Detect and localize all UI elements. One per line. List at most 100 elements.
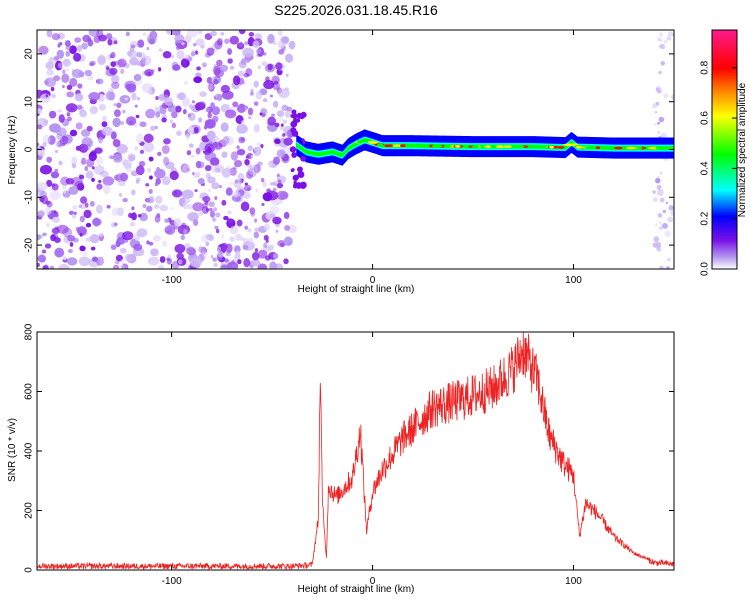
noise-blob <box>67 248 73 254</box>
noise-blob <box>658 116 665 123</box>
noise-blob <box>73 52 82 62</box>
noise-blob <box>272 100 279 108</box>
noise-blob <box>41 249 47 254</box>
noise-blob <box>272 252 279 260</box>
noise-blob <box>46 223 50 227</box>
spectrogram-y-tick-label: 10 <box>24 96 35 108</box>
noise-blob <box>283 211 290 220</box>
spectrogram-y-tick-label: 20 <box>24 48 35 60</box>
noise-blob <box>66 112 71 117</box>
noise-blob <box>102 176 115 186</box>
noise-blob <box>148 188 153 194</box>
noise-blob <box>171 111 178 119</box>
noise-blob <box>159 204 168 212</box>
noise-blob <box>89 106 98 115</box>
noise-blob <box>37 146 43 156</box>
noise-blob <box>657 175 660 178</box>
noise-blob <box>287 224 297 234</box>
noise-blob <box>192 202 204 212</box>
noise-blob <box>161 145 170 154</box>
noise-blob <box>81 42 88 50</box>
noise-blob <box>155 177 161 185</box>
noise-blob <box>53 210 57 214</box>
noise-blob <box>128 155 136 162</box>
noise-blob <box>49 123 61 133</box>
noise-blob <box>190 154 195 158</box>
noise-blob <box>260 177 265 183</box>
noise-blob <box>54 60 63 71</box>
noise-blob <box>198 211 204 216</box>
signal-halo <box>291 168 295 172</box>
noise-blob <box>155 96 159 101</box>
noise-blob <box>54 149 59 153</box>
noise-blob <box>84 144 91 151</box>
noise-blob <box>109 54 114 59</box>
signal-halo <box>291 152 298 158</box>
noise-blob <box>57 109 62 113</box>
noise-blob <box>90 150 97 157</box>
noise-blob <box>263 223 270 231</box>
noise-blob <box>82 34 91 43</box>
snr-x-tick-label: 100 <box>565 576 582 587</box>
noise-blob <box>120 264 125 269</box>
noise-blob <box>221 151 228 158</box>
noise-blob <box>107 38 113 46</box>
noise-blob <box>188 143 194 148</box>
noise-blob <box>135 165 145 176</box>
noise-blob <box>43 119 49 125</box>
noise-blob <box>196 66 201 71</box>
noise-blob <box>284 110 291 118</box>
noise-blob <box>244 182 248 186</box>
noise-blob <box>652 190 656 194</box>
snr-y-tick-label: 800 <box>24 323 35 340</box>
noise-blob <box>131 189 136 196</box>
noise-blob <box>150 125 156 131</box>
noise-blob <box>129 57 139 66</box>
noise-blob <box>135 114 140 119</box>
noise-blob <box>146 205 153 212</box>
noise-blob <box>98 103 106 111</box>
noise-blob <box>79 202 87 210</box>
noise-blob <box>86 125 93 132</box>
noise-blob <box>164 96 174 107</box>
noise-blob <box>658 44 664 49</box>
noise-blob <box>92 256 98 262</box>
noise-blob <box>232 190 241 198</box>
snr-y-tick-label: 0 <box>24 567 35 573</box>
noise-blob <box>229 226 239 235</box>
noise-blob <box>236 145 240 150</box>
spectrogram-x-axis-label: Height of straight line (km) <box>298 284 415 295</box>
noise-blob <box>124 253 134 262</box>
noise-blob <box>125 31 130 37</box>
noise-blob <box>46 69 54 76</box>
noise-blob <box>282 133 286 137</box>
noise-blob <box>54 226 59 230</box>
noise-blob <box>115 173 123 183</box>
noise-blob <box>45 94 48 98</box>
noise-blob <box>202 62 207 68</box>
noise-blob <box>143 142 155 153</box>
spectrogram-y-tick-label: -20 <box>24 237 35 252</box>
noise-blob <box>281 36 289 45</box>
signal-hotspot <box>492 145 497 148</box>
noise-blob <box>37 124 43 130</box>
noise-blob <box>229 167 237 176</box>
noise-blob <box>154 106 160 112</box>
noise-blob <box>240 237 246 242</box>
noise-blob <box>129 47 135 52</box>
noise-blob <box>254 218 258 223</box>
noise-blob <box>272 216 282 225</box>
noise-blob <box>106 66 110 71</box>
noise-blob <box>75 226 79 232</box>
noise-blob <box>210 254 214 259</box>
noise-blob <box>186 150 192 156</box>
noise-blob <box>80 196 88 204</box>
colorbar-tick-label: 0.6 <box>700 111 711 125</box>
noise-blob <box>248 32 255 37</box>
noise-blob <box>100 170 109 178</box>
colorbar-tick-label: 0.0 <box>700 262 711 276</box>
noise-blob <box>214 196 218 201</box>
signal-hotspot <box>367 140 376 144</box>
noise-blob <box>182 109 187 115</box>
noise-blob <box>281 104 289 112</box>
